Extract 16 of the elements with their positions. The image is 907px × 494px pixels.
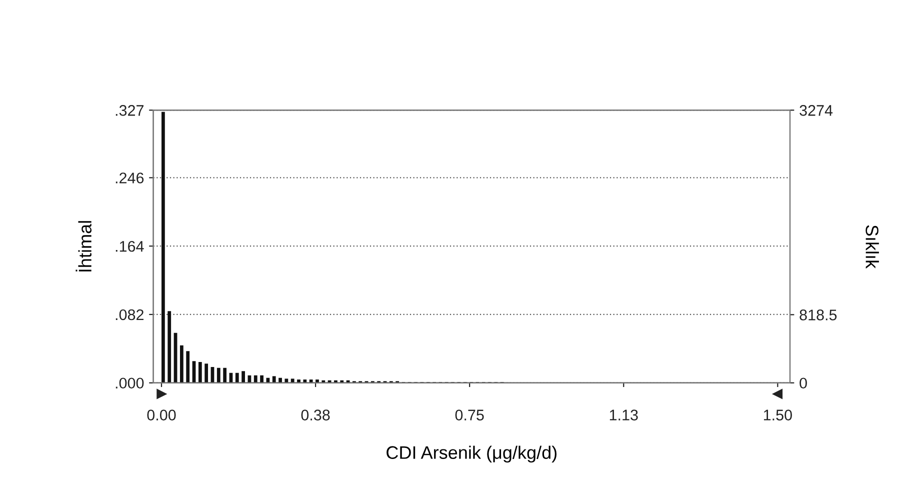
y-axis-title: İhtimal [76,221,92,272]
y-tick-label: .082 [116,309,144,320]
y2-tick-label: 3274 [800,105,833,116]
x-axis-title: CDI Arsenik (μg/kg/d) [386,446,556,463]
y-tick-label: .164 [116,240,144,252]
y2-tick-label: 0 [800,378,807,389]
x-tick-label: 1.50 [764,410,792,420]
y2-tick-label: 818.5 [800,310,837,320]
y-tick-label: .246 [116,172,144,184]
x-tick-label: 0.75 [455,410,484,420]
y-tick-label: .000 [116,378,144,389]
y-tick-label: .327 [116,105,144,116]
y2-axis-title: Sıklık [866,225,879,269]
x-tick-label: 1.13 [610,410,638,420]
x-tick-label: 0.00 [147,410,176,420]
x-tick-label: 0.38 [301,410,330,420]
